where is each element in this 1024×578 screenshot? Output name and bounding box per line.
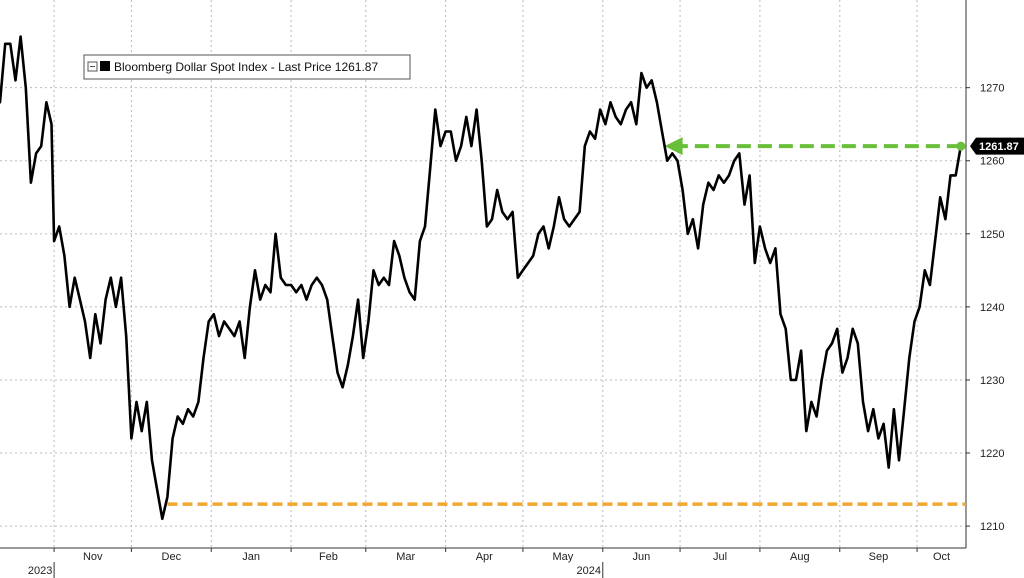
last-price-badge-shape [970,137,1024,155]
grid [0,0,966,548]
last-price-label: 1261.87 [979,141,1019,153]
markers [956,141,966,151]
x-axis: Nov Dec Jan Feb Mar Apr May Jun Jul Aug Sep Oct [0,547,966,563]
x-tick-label: Oct [933,551,950,563]
y-tick-label: 1260 [980,156,1004,168]
year-label: 2023 [28,565,52,577]
x-tick-label: Nov [83,551,103,563]
y-tick-label: 1210 [980,521,1004,533]
year-labels: 2023 2024 [28,562,604,578]
x-tick-label: Apr [476,551,493,563]
x-tick-label: Feb [319,551,338,563]
x-tick-label: Mar [396,551,415,563]
x-tick-label: Aug [790,551,810,563]
green-arrowhead [664,137,683,156]
y-tick-label: 1270 [980,83,1004,95]
y-tick-label: 1240 [980,302,1004,314]
legend-swatch [100,61,110,71]
x-tick-label: Jan [242,551,260,563]
y-axis: 1210 1220 1230 1240 1250 1260 1270 [966,83,1004,533]
year-label: 2024 [577,565,601,577]
annotations [167,137,966,506]
x-tick-label: Jul [713,551,727,563]
x-tick-label: Jun [633,551,651,563]
last-price-badge: 1261.87 [970,137,1024,155]
series-line-bloomberg-dollar-index [0,35,963,521]
green-endpoint-marker [956,141,966,151]
legend: Bloomberg Dollar Spot Index - Last Price… [83,54,411,80]
x-tick-label: May [552,551,573,563]
y-tick-label: 1220 [980,448,1004,460]
x-tick-label: Dec [162,551,182,563]
y-tick-label: 1230 [980,375,1004,387]
legend-label: Bloomberg Dollar Spot Index - Last Price… [114,60,378,74]
x-tick-label: Sep [869,551,889,563]
legend-box [83,54,411,80]
y-tick-label: 1250 [980,229,1004,241]
